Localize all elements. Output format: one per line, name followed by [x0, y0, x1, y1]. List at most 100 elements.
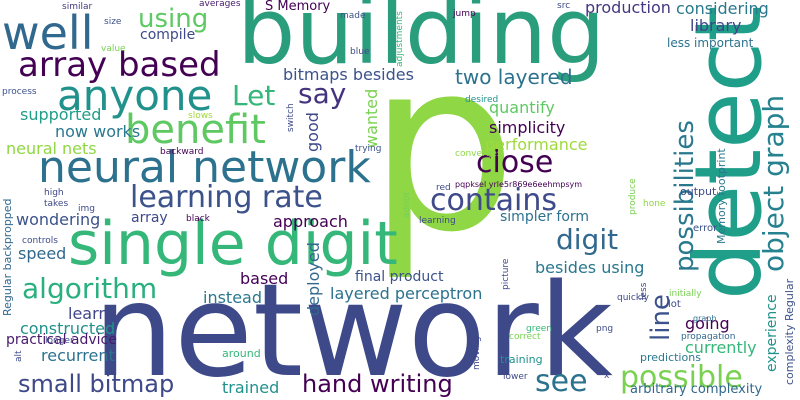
- word-takes: takes: [44, 199, 69, 209]
- word-let: Let: [232, 79, 276, 112]
- word-training: training: [500, 353, 543, 366]
- word-trying: trying: [355, 144, 382, 154]
- word-neural-network: neural network: [38, 142, 371, 193]
- word-approach: approach: [273, 212, 348, 231]
- word-array-based: array based: [18, 45, 221, 85]
- word-made: made: [340, 11, 366, 21]
- word-recurrent: recurrent: [41, 346, 115, 365]
- word-hone: hone: [643, 199, 666, 209]
- word-initially: initially: [669, 289, 702, 299]
- word-s-memory: S Memory: [265, 0, 331, 14]
- word-learn: learn: [68, 304, 109, 323]
- word-produce: produce: [628, 178, 638, 215]
- word-network: network: [93, 257, 613, 400]
- word-well: well: [2, 6, 94, 60]
- word-predictions: predictions: [640, 351, 701, 364]
- word-output: output: [680, 185, 717, 198]
- word-correct: correct: [509, 332, 541, 342]
- word-longer: longer: [45, 336, 74, 346]
- word-array: array: [131, 210, 168, 226]
- word-picture: picture: [501, 258, 511, 290]
- word-src: src: [557, 1, 571, 11]
- word-using: using: [138, 4, 209, 34]
- word-layered-perceptron: layered perceptron: [330, 284, 483, 303]
- word-less: less: [639, 282, 649, 300]
- word-building: building: [237, 0, 606, 85]
- word-black: black: [186, 214, 210, 224]
- word-currently: currently: [685, 338, 757, 357]
- word-desired: desired: [465, 95, 499, 105]
- word-contains: contains: [430, 183, 557, 218]
- word-constructed: constructed: [20, 319, 116, 338]
- word-performance: performance: [485, 135, 588, 154]
- word-deployed: deployed: [304, 242, 323, 316]
- word-x: x: [604, 371, 610, 381]
- word-going: going: [685, 314, 730, 333]
- word-complexity-regular: complexity Regular: [783, 278, 796, 385]
- word-compile: compile: [140, 27, 196, 43]
- word-value: value: [101, 44, 126, 54]
- word-small-bitmap: small bitmap: [18, 370, 175, 398]
- word-final-product: final product: [355, 269, 444, 285]
- word-hand-writing: hand writing: [302, 370, 453, 398]
- word-quickly: quickly: [617, 293, 649, 303]
- word-propagation: propagation: [681, 332, 736, 342]
- word-error: error: [693, 223, 718, 234]
- word-object-graph: object graph: [757, 94, 790, 272]
- word-now-works: now works: [55, 122, 141, 141]
- word-wondering: wondering: [16, 210, 101, 229]
- word-production: production: [585, 0, 671, 17]
- word-graph: graph: [693, 314, 717, 323]
- word-good: good: [303, 112, 322, 152]
- word-alt: alt: [14, 350, 24, 362]
- word-anyone: anyone: [57, 71, 213, 120]
- word-instead: instead: [203, 288, 262, 307]
- word-arbitrary-complexity: arbitrary complexity: [630, 382, 763, 397]
- word-regular-backpropped: Regular backpropped: [1, 198, 14, 316]
- word-supported: supported: [20, 105, 102, 124]
- word-png: png: [596, 324, 614, 334]
- word-besides-using: besides using: [535, 258, 645, 277]
- word-wanted: wanted: [362, 88, 381, 148]
- word-red: red: [436, 183, 451, 193]
- word-converges: converges: [455, 149, 502, 159]
- word-quantify: quantify: [489, 98, 555, 117]
- word-size: size: [104, 17, 122, 27]
- word-learning-rate: learning rate: [130, 180, 323, 215]
- word-controls: controls: [22, 236, 58, 246]
- word-less-important: less important: [667, 36, 754, 50]
- word-similar: similar: [62, 2, 93, 12]
- word-around: around: [222, 347, 261, 360]
- word-high: high: [44, 188, 64, 198]
- word-switch: switch: [286, 103, 296, 132]
- word-adopt: adopt: [402, 192, 412, 218]
- word-jump: jump: [453, 9, 476, 19]
- word-simplicity: simplicity: [489, 118, 566, 137]
- word-single-digit: single digit: [68, 209, 398, 279]
- word-possible: possible: [620, 360, 743, 395]
- word-algorithm: algorithm: [22, 272, 158, 305]
- word-moving: moving: [472, 336, 482, 370]
- word-img: img: [78, 204, 95, 214]
- word-experience: experience: [764, 294, 780, 372]
- word-memory-footprint: Memory footprint: [715, 148, 728, 244]
- word-lot: lot: [668, 299, 681, 310]
- word-practical-advice: practical advice: [6, 332, 117, 348]
- word-lower: lower: [503, 372, 528, 382]
- word-digit: digit: [556, 223, 619, 256]
- word-say: say: [298, 77, 347, 110]
- word-backward: backward: [160, 147, 204, 157]
- word-slows: slows: [188, 111, 213, 121]
- word-trained: trained: [222, 378, 280, 397]
- word-p: p: [368, 11, 518, 284]
- word-process: process: [2, 87, 37, 97]
- word-library: library: [690, 16, 742, 35]
- word-simpler-form: simpler form: [500, 209, 590, 225]
- word-see: see: [535, 364, 588, 399]
- word-green: green: [526, 324, 552, 334]
- word-two-layered: two layered: [455, 65, 573, 89]
- word-averages: averages: [199, 0, 241, 9]
- word-learning: learning: [419, 216, 456, 226]
- word-neural-nets: neural nets: [6, 139, 97, 158]
